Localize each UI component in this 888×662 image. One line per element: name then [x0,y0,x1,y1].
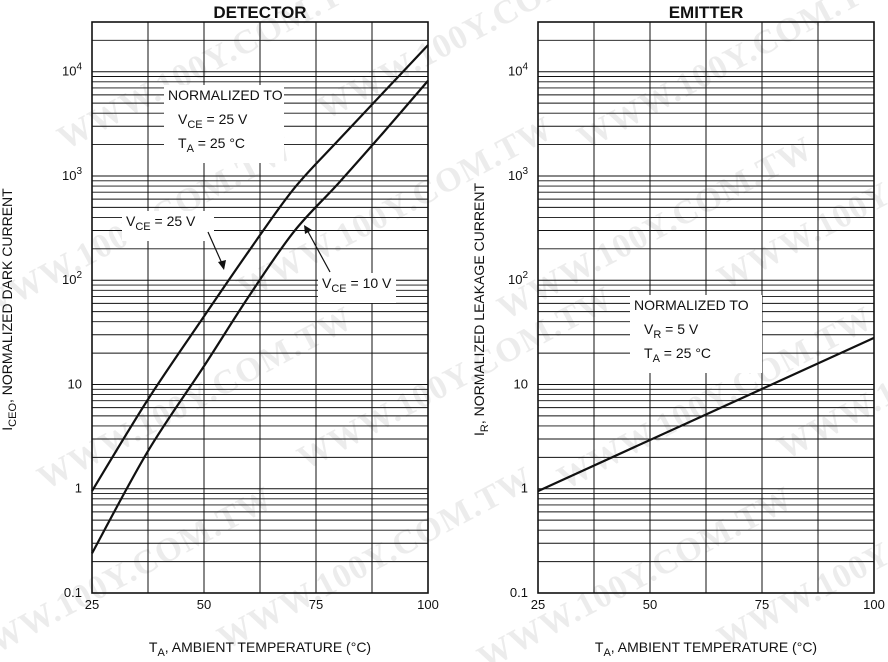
vce25-series-label-line: VCE = 25 V [126,213,196,233]
normalization-note-line: NORMALIZED TO [634,297,749,313]
y-axis-label: IR, NORMALIZED LEAKAGE CURRENT [471,183,491,436]
series-line [91,44,429,492]
detector-chart: DETECTOR 25 50 75 100 0.1 1 10 102 103 104 TA, AMBI… [0,3,439,659]
plot-frame [537,21,875,594]
x-tick-label: 25 [85,597,99,612]
horizontal-gridlines [538,21,874,594]
normalization-note-line: NORMALIZED TO [168,87,283,103]
vce10-series-label-background [318,273,396,303]
normalization-note: NORMALIZED TO VCE = 25 V TA = 25 °C [164,85,284,163]
series-line [537,336,875,493]
emitter-chart: EMITTER 25 50 75 100 0.1 1 10 102 103 104 TA, AMBIE… [471,3,885,659]
x-tick-label: 100 [417,597,439,612]
vce25-series-label: VCE = 25 V [122,211,214,241]
normalization-note-background [164,85,284,163]
chart-title: DETECTOR [213,3,306,22]
y-tick-label: 10 [68,376,82,391]
y-tick-label: 103 [508,166,528,183]
vce25-series-label-background [122,211,214,241]
y-tick-label: 0.1 [64,585,82,600]
vce10-series-label-line: VCE = 10 V [322,275,392,295]
y-tick-label: 104 [62,62,82,79]
normalization-note-line: TA = 25 °C [644,345,711,365]
y-tick-label: 102 [508,270,528,287]
vce10-series-label: VCE = 10 V [318,273,396,303]
x-tick-label: 75 [309,597,323,612]
x-tick-label: 50 [197,597,211,612]
y-tick-label: 0.1 [510,585,528,600]
y-tick-label: 103 [62,166,82,183]
plot-frame [91,21,429,594]
normalization-note-line: VR = 5 V [644,321,699,341]
chart-title: EMITTER [669,3,744,22]
normalization-note-line: TA = 25 °C [178,135,245,155]
x-tick-label: 75 [755,597,769,612]
y-tick-label: 102 [62,270,82,287]
y-axis-label: ICEO, NORMALIZED DARK CURRENT [0,188,19,431]
y-tick-label: 104 [508,62,528,79]
x-tick-label: 50 [643,597,657,612]
x-axis-label: TA, AMBIENT TEMPERATURE (°C) [595,639,817,659]
x-tick-label: 100 [863,597,885,612]
normalization-note: NORMALIZED TO VR = 5 V TA = 25 °C [630,295,762,373]
horizontal-gridlines [92,21,428,594]
x-axis-label: TA, AMBIENT TEMPERATURE (°C) [149,639,371,659]
y-tick-label: 1 [75,481,82,496]
normalization-note-line: VCE = 25 V [178,111,248,131]
x-tick-label: 25 [531,597,545,612]
vce10-leader-line [305,227,331,273]
normalization-note-background [630,295,762,373]
vce25-leader-arrow [218,260,226,270]
vce10-leader-arrow [304,225,312,234]
series-line [91,80,429,554]
y-tick-label: 1 [521,481,528,496]
y-tick-label: 10 [514,376,528,391]
